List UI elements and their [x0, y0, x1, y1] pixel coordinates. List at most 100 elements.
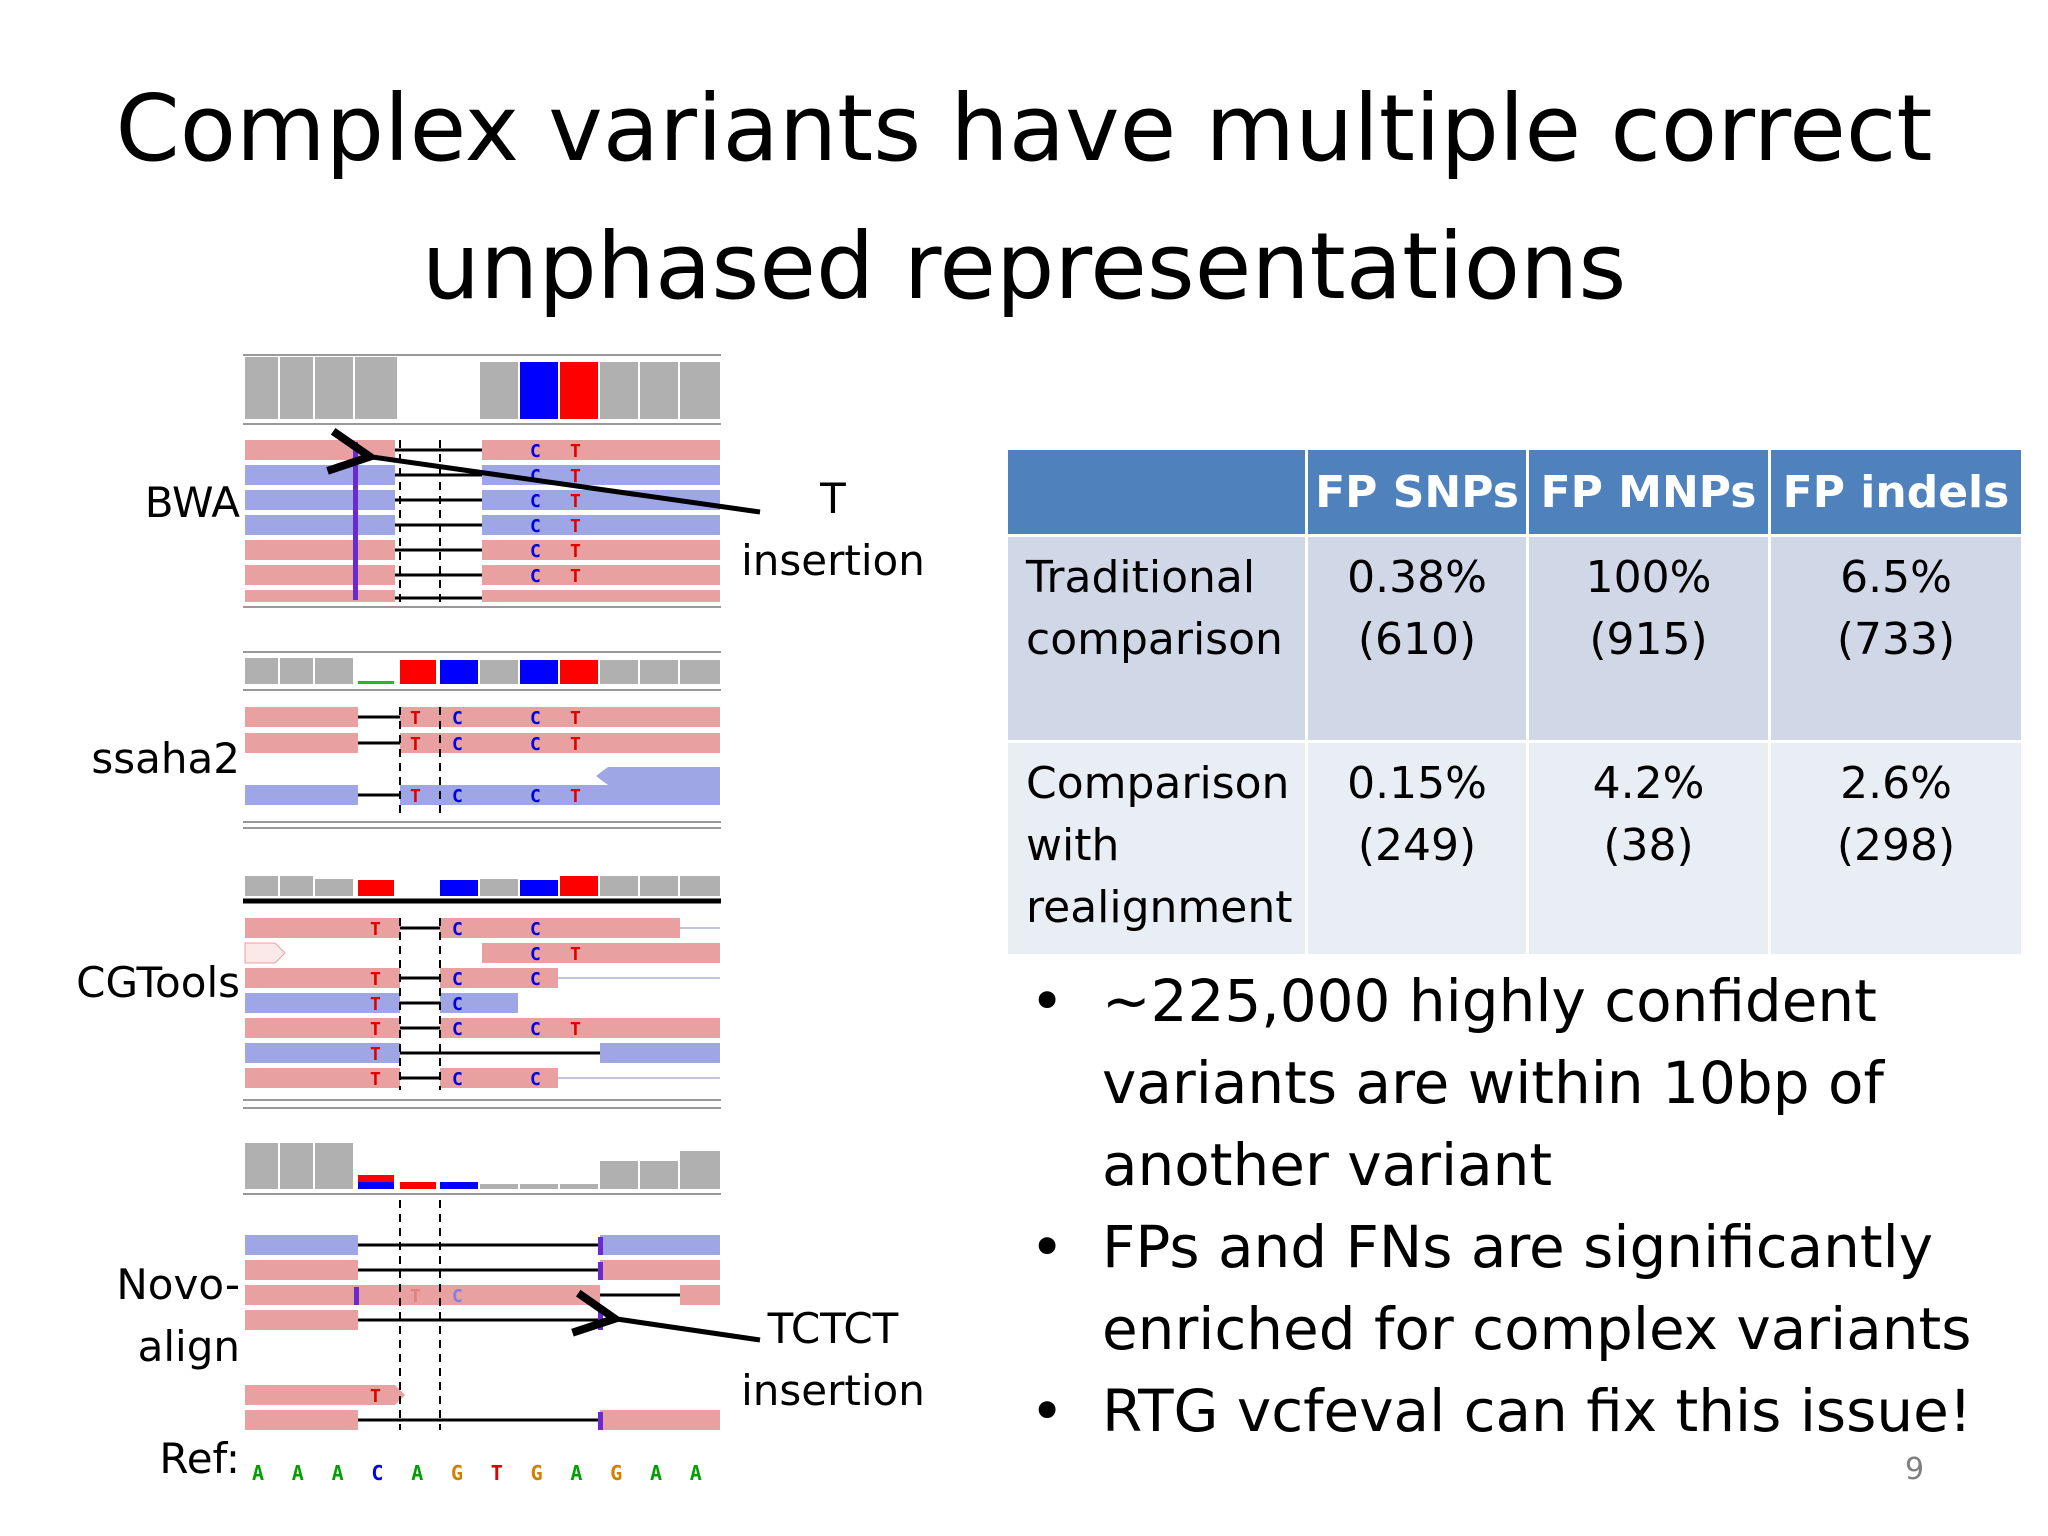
bullet-item: • ~225,000 highly confident variants are…: [1030, 960, 2010, 1206]
svg-text:C: C: [530, 786, 541, 807]
svg-text:T: T: [570, 734, 581, 755]
svg-text:C: C: [530, 919, 541, 940]
cell-traditional-fp-mnps: 100% (915): [1526, 534, 1771, 743]
svg-text:C: C: [530, 944, 541, 965]
svg-text:C: C: [452, 786, 463, 807]
svg-text:C: C: [530, 566, 541, 587]
bullet-line: RTG vcfeval can fix this issue!: [1102, 1377, 1973, 1445]
svg-text:C: C: [530, 1069, 541, 1090]
svg-text:C: C: [530, 491, 541, 512]
svg-text:C: C: [530, 466, 541, 487]
reference-base: A: [292, 1461, 304, 1485]
novoalign-panel: T C T: [243, 1143, 721, 1430]
svg-text:C: C: [530, 734, 541, 755]
cell-realignment-fp-mnps: 4.2% (38): [1526, 740, 1771, 957]
bullet-item: • FPs and FNs are significantly enriched…: [1030, 1206, 2010, 1370]
cell-percent: 0.15%: [1347, 758, 1487, 809]
svg-text:T: T: [370, 969, 381, 990]
table-row-realignment: Comparison with realignment 0.15% (249) …: [1005, 740, 2024, 957]
svg-text:C: C: [452, 994, 463, 1015]
svg-text:C: C: [452, 1069, 463, 1090]
svg-text:T: T: [370, 994, 381, 1015]
callout-t-insertion: T insertion: [718, 468, 948, 592]
svg-text:T: T: [570, 1019, 581, 1040]
reference-base: T: [491, 1461, 503, 1485]
tctct-insertion-arrow: [610, 1318, 761, 1343]
table-header-fp-indels: FP indels: [1768, 447, 2024, 537]
svg-text:C: C: [530, 708, 541, 729]
row-label-line: Comparison: [1026, 758, 1290, 809]
insertion-guide-lines: [399, 440, 441, 1430]
slide-title: Complex variants have multiple correct u…: [0, 60, 2048, 336]
novoalign-base-letters: T C T: [370, 1286, 463, 1407]
slide-title-line-1: Complex variants have multiple correct: [115, 75, 1933, 182]
row-label-line: comparison: [1026, 614, 1283, 665]
reference-base: G: [531, 1461, 543, 1485]
cell-count: (733): [1836, 614, 1956, 665]
label-novoalign-line-2: align: [137, 1322, 240, 1371]
novoalign-reads: [245, 1235, 720, 1430]
svg-text:T: T: [570, 919, 581, 940]
bullet-dot: •: [1030, 1213, 1065, 1281]
callout-t-insertion-line-2: insertion: [741, 536, 925, 585]
cell-realignment-fp-indels: 2.6% (298): [1768, 740, 2024, 957]
cell-count: (249): [1357, 820, 1477, 871]
reference-base: C: [371, 1461, 383, 1485]
bullet-dot: •: [1030, 1377, 1065, 1445]
cell-count: (610): [1357, 614, 1477, 665]
label-ref: Ref:: [159, 1434, 240, 1483]
cell-count: (915): [1589, 614, 1708, 665]
bwa-reads: [243, 440, 721, 608]
cell-traditional-fp-snps: 0.38% (610): [1305, 534, 1529, 743]
svg-text:C: C: [530, 516, 541, 537]
svg-text:C: C: [530, 541, 541, 562]
label-cgtools: CGTools: [76, 958, 240, 1007]
svg-text:C: C: [452, 734, 463, 755]
row-label-realignment: Comparison with realignment: [1005, 740, 1308, 957]
cell-percent: 0.38%: [1347, 552, 1487, 603]
svg-text:T: T: [370, 1044, 381, 1065]
svg-text:T: T: [570, 541, 581, 562]
reference-base: A: [570, 1461, 582, 1485]
svg-text:T: T: [410, 786, 421, 807]
svg-text:C: C: [452, 708, 463, 729]
reference-base: G: [451, 1461, 463, 1485]
svg-text:C: C: [530, 1019, 541, 1040]
reference-base: A: [252, 1461, 264, 1485]
row-label-line: with: [1026, 820, 1120, 871]
cell-count: (298): [1836, 820, 1956, 871]
slide-title-line-2: unphased representations: [421, 213, 1627, 320]
svg-text:C: C: [452, 1286, 463, 1307]
svg-text:T: T: [570, 708, 581, 729]
results-table: FP SNPs FP MNPs FP indels Traditional co…: [1005, 447, 2024, 957]
row-label-line: realignment: [1026, 882, 1293, 933]
callout-tctct-insertion-line-2: insertion: [741, 1366, 925, 1415]
page-number: 9: [1905, 1452, 1925, 1487]
svg-text:T: T: [570, 491, 581, 512]
table-row-traditional: Traditional comparison 0.38% (610) 100% …: [1005, 534, 2024, 743]
cell-percent: 4.2%: [1592, 758, 1705, 809]
label-ssaha2: ssaha2: [91, 734, 240, 783]
ssaha2-reads: [243, 707, 721, 829]
bullet-item: • RTG vcfeval can fix this issue!: [1030, 1370, 2010, 1452]
label-novoalign-line-1: Novo-: [116, 1260, 240, 1309]
cgtools-reads: [243, 918, 721, 1109]
svg-text:T: T: [570, 566, 581, 587]
svg-text:T: T: [410, 734, 421, 755]
cell-percent: 100%: [1585, 552, 1712, 603]
reference-base: A: [650, 1461, 662, 1485]
cell-percent: 6.5%: [1840, 552, 1952, 603]
reference-base: A: [332, 1461, 344, 1485]
svg-text:T: T: [370, 919, 381, 940]
svg-text:T: T: [370, 1019, 381, 1040]
svg-text:C: C: [452, 1019, 463, 1040]
svg-text:C: C: [452, 969, 463, 990]
svg-text:T: T: [570, 944, 581, 965]
row-label-traditional: Traditional comparison: [1005, 534, 1308, 743]
bwa-coverage-track: [243, 354, 721, 425]
table-header-fp-mnps: FP MNPs: [1526, 447, 1771, 537]
